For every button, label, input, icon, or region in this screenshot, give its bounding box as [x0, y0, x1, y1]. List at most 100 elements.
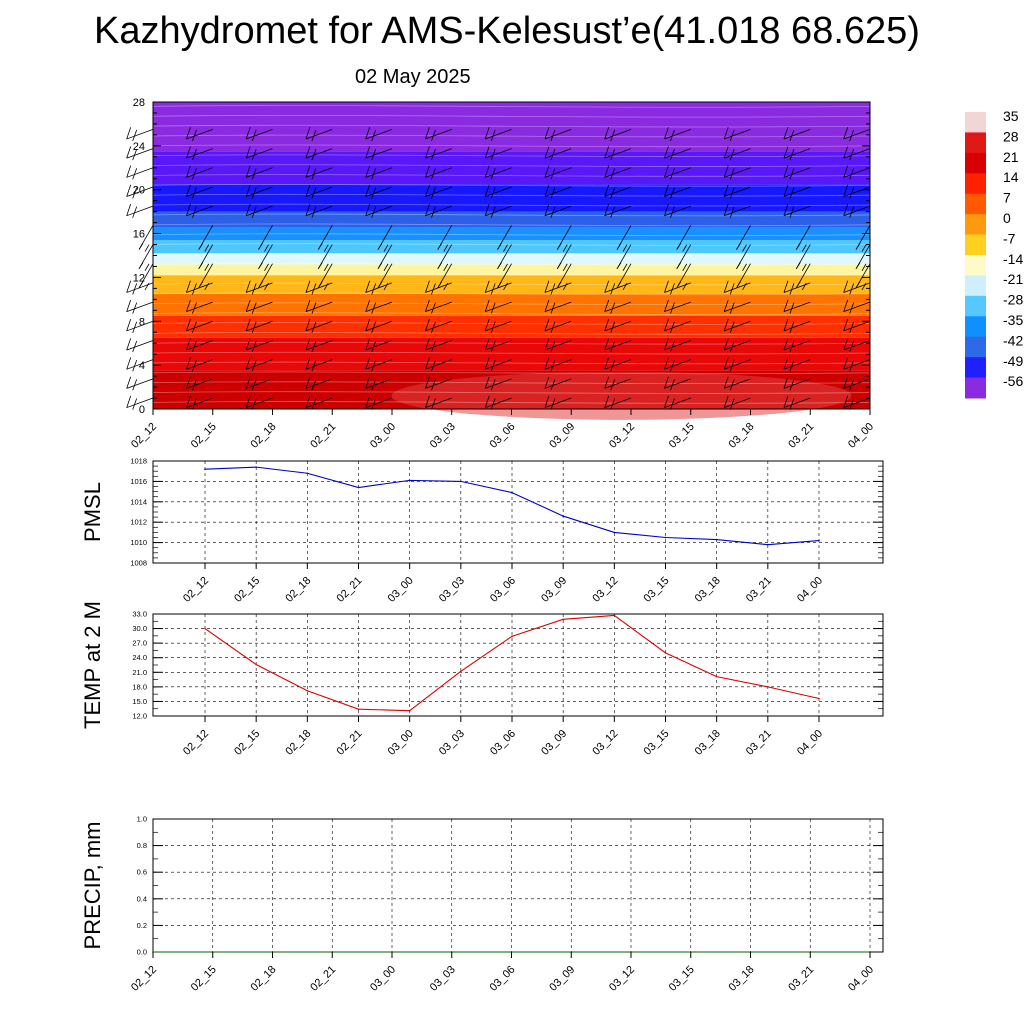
wind-barb-feather	[365, 184, 371, 197]
wind-barb-staff	[604, 186, 632, 197]
x-tick-label: 03_15	[642, 575, 672, 605]
wind-barb-staff	[544, 129, 572, 140]
colorbar-swatch	[965, 234, 986, 256]
y-tick-label: 24	[133, 141, 145, 153]
wind-barb-staff	[724, 129, 751, 140]
wind-barb-feather	[604, 319, 610, 331]
wind-barb-feather	[431, 321, 436, 333]
wind-barb-staff	[305, 320, 333, 332]
y-tick-label: 27.0	[132, 639, 147, 648]
wind-barb-feather	[431, 360, 436, 372]
wind-barb-feather	[138, 262, 144, 269]
wind-barb-feather	[783, 299, 789, 312]
wind-barb-staff	[604, 301, 632, 313]
wind-barb-feather	[729, 148, 735, 161]
x-tick-label: 03_21	[786, 964, 816, 994]
x-tick-label: 02_18	[249, 421, 279, 451]
wind-barb-feather	[245, 357, 251, 370]
data-point	[562, 515, 564, 517]
wind-barb-feather	[425, 127, 430, 140]
wind-barb-feather	[556, 262, 562, 269]
wind-barb-feather	[126, 203, 132, 216]
wind-barb-feather	[245, 376, 251, 389]
x-tick-label: 03_09	[547, 964, 577, 994]
data-point	[511, 635, 513, 638]
wind-barb-feather	[729, 168, 735, 180]
data-point	[460, 670, 462, 673]
wind-barb-feather	[789, 360, 795, 372]
isoline	[152, 124, 871, 128]
wind-barb-staff	[305, 167, 333, 178]
wind-barb-staff	[365, 167, 393, 178]
wind-barb-feather	[490, 129, 496, 142]
wind-barb-feather	[849, 379, 855, 391]
wind-barb-feather	[305, 184, 311, 197]
wind-barb-feather	[664, 127, 669, 140]
wind-barb-staff	[485, 320, 512, 332]
colorbar-swatch	[965, 132, 986, 154]
wind-barb-staff	[604, 359, 632, 370]
wind-barb-feather	[849, 321, 855, 333]
y-axis-label: TEMP at 2 M	[80, 601, 105, 729]
wind-barb-staff	[305, 129, 333, 140]
wind-barb-feather	[484, 395, 490, 408]
x-tick-label: 02_18	[283, 728, 313, 758]
wind-barb-feather	[843, 376, 849, 389]
wind-barb-feather	[789, 206, 795, 218]
wind-barb-staff	[126, 148, 154, 159]
wind-barb-feather	[843, 127, 849, 140]
wind-barb-staff	[425, 205, 452, 217]
isoline	[152, 322, 871, 325]
wind-barb-feather	[305, 203, 311, 216]
wind-barb-feather	[670, 398, 675, 410]
wind-barb-feather	[736, 243, 741, 250]
x-tick-label: 03_15	[667, 421, 697, 451]
wind-barb-staff	[604, 167, 632, 178]
wind-barb-feather	[311, 302, 317, 314]
wind-barb-feather	[849, 360, 855, 372]
wind-barb-feather	[843, 395, 849, 408]
wind-barb-feather	[604, 395, 610, 408]
wind-barb-staff	[664, 148, 691, 159]
wind-barb-feather	[437, 243, 443, 250]
wind-barb-feather	[251, 283, 257, 295]
wind-barb-feather	[783, 127, 789, 140]
wind-barb-staff	[305, 378, 333, 389]
data-point	[767, 686, 769, 688]
wind-barb-feather	[723, 280, 729, 293]
wind-barb-feather	[723, 357, 729, 370]
wind-barb-feather	[132, 187, 138, 199]
wind-barb-feather	[729, 302, 735, 314]
wind-barb-feather	[431, 187, 436, 199]
wind-barb-staff	[783, 359, 811, 370]
wind-barb-feather	[610, 302, 616, 314]
wind-barb-staff	[485, 186, 512, 197]
colorbar-label: -35	[1003, 312, 1023, 328]
wind-barb-feather	[490, 168, 496, 180]
wind-barb-feather	[843, 299, 849, 312]
wind-barb-staff	[126, 301, 154, 313]
wind-barb-feather	[616, 262, 622, 269]
wind-barb-feather	[484, 338, 490, 351]
colorbar-label: -28	[1003, 292, 1023, 308]
wind-barb-feather	[610, 168, 616, 180]
wind-barb-feather	[604, 338, 610, 351]
wind-barb-feather	[132, 360, 138, 372]
wind-barb-feather	[723, 395, 729, 408]
wind-barb-feather	[789, 129, 795, 142]
wind-barb-feather	[664, 184, 669, 197]
x-tick-label: 02_15	[232, 728, 262, 758]
wind-barb-staff	[544, 205, 572, 217]
wind-barb-feather	[503, 244, 508, 252]
wind-barb-feather	[789, 302, 795, 314]
wind-barb-staff	[544, 378, 572, 389]
wind-barb-feather	[544, 184, 550, 197]
y-tick-label: 1.0	[137, 815, 147, 824]
x-tick-label: 04_00	[795, 575, 825, 605]
wind-barb-staff	[485, 397, 512, 408]
heatmap-band	[153, 264, 870, 276]
x-tick-label: 03_18	[693, 728, 723, 758]
wind-barb-feather	[443, 282, 449, 291]
wind-barb-feather	[556, 243, 562, 250]
wind-barb-feather	[138, 243, 144, 250]
